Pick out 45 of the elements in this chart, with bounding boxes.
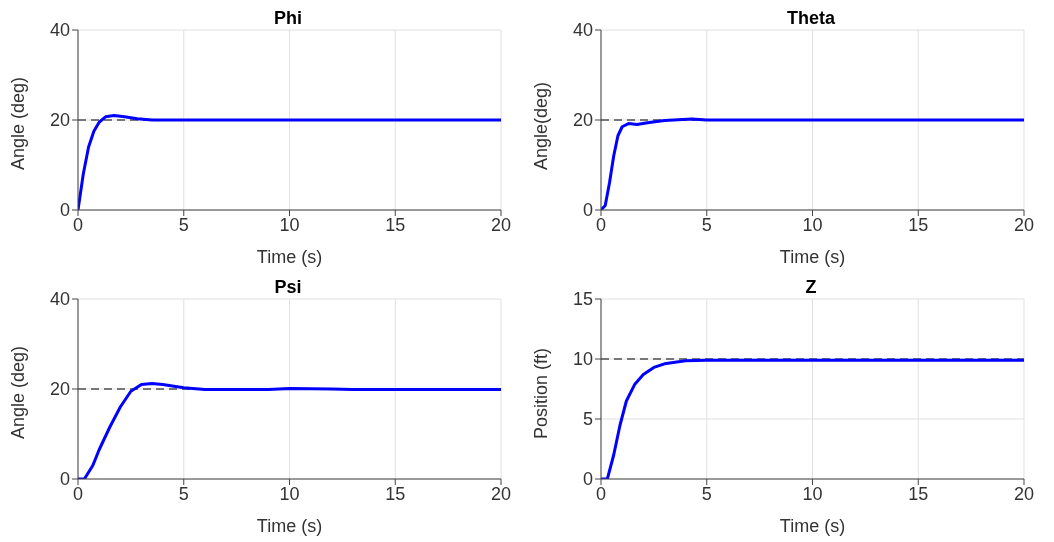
y-axis-title: Angle(deg) bbox=[531, 81, 552, 170]
y-tick-label: 40 bbox=[49, 20, 70, 41]
y-tick-label: 0 bbox=[582, 469, 593, 490]
y-tick-label: 5 bbox=[582, 409, 593, 430]
x-tick-label: 0 bbox=[595, 214, 607, 235]
y-tick-label: 0 bbox=[582, 200, 593, 221]
y-axis-title: Angle (deg) bbox=[8, 345, 29, 439]
x-tick-label: 5 bbox=[701, 483, 712, 504]
y-tick-label: 40 bbox=[49, 289, 70, 310]
x-tick-label: 20 bbox=[490, 214, 512, 235]
x-tick-label: 20 bbox=[1013, 214, 1035, 235]
y-axis-title: Angle (deg) bbox=[8, 76, 29, 170]
x-axis-title: Time (s) bbox=[779, 247, 846, 267]
y-tick-label: 0 bbox=[59, 469, 70, 490]
x-tick-label: 15 bbox=[908, 214, 929, 235]
y-tick-label: 20 bbox=[49, 110, 70, 131]
x-tick-label: 5 bbox=[701, 214, 712, 235]
y-tick-label: 20 bbox=[572, 110, 593, 131]
x-tick-label: 10 bbox=[802, 214, 823, 235]
x-tick-label: 0 bbox=[595, 483, 607, 504]
x-tick-label: 0 bbox=[72, 483, 84, 504]
y-tick-label: 10 bbox=[572, 349, 593, 370]
chart-title: Z bbox=[804, 277, 818, 298]
x-tick-label: 5 bbox=[178, 214, 189, 235]
x-tick-label: 10 bbox=[802, 483, 823, 504]
x-axis-title: Time (s) bbox=[779, 516, 846, 536]
x-tick-label: 5 bbox=[178, 483, 189, 504]
x-axis-title: Time (s) bbox=[256, 516, 323, 536]
y-tick-label: 20 bbox=[49, 379, 70, 400]
y-tick-label: 15 bbox=[572, 289, 593, 310]
x-tick-label: 15 bbox=[385, 483, 406, 504]
y-tick-label: 0 bbox=[59, 200, 70, 221]
y-axis-title: Position (ft) bbox=[531, 347, 552, 439]
x-tick-label: 15 bbox=[908, 483, 929, 504]
x-tick-label: 20 bbox=[1013, 483, 1035, 504]
chart-title: Theta bbox=[786, 8, 836, 29]
y-tick-label: 40 bbox=[572, 20, 593, 41]
x-axis-title: Time (s) bbox=[256, 247, 323, 267]
chart-title: Psi bbox=[273, 277, 303, 298]
x-tick-label: 15 bbox=[385, 214, 406, 235]
x-tick-label: 20 bbox=[490, 483, 512, 504]
x-tick-label: 10 bbox=[279, 214, 300, 235]
chart-title: Phi bbox=[273, 8, 303, 29]
x-tick-label: 0 bbox=[72, 214, 84, 235]
x-tick-label: 10 bbox=[279, 483, 300, 504]
